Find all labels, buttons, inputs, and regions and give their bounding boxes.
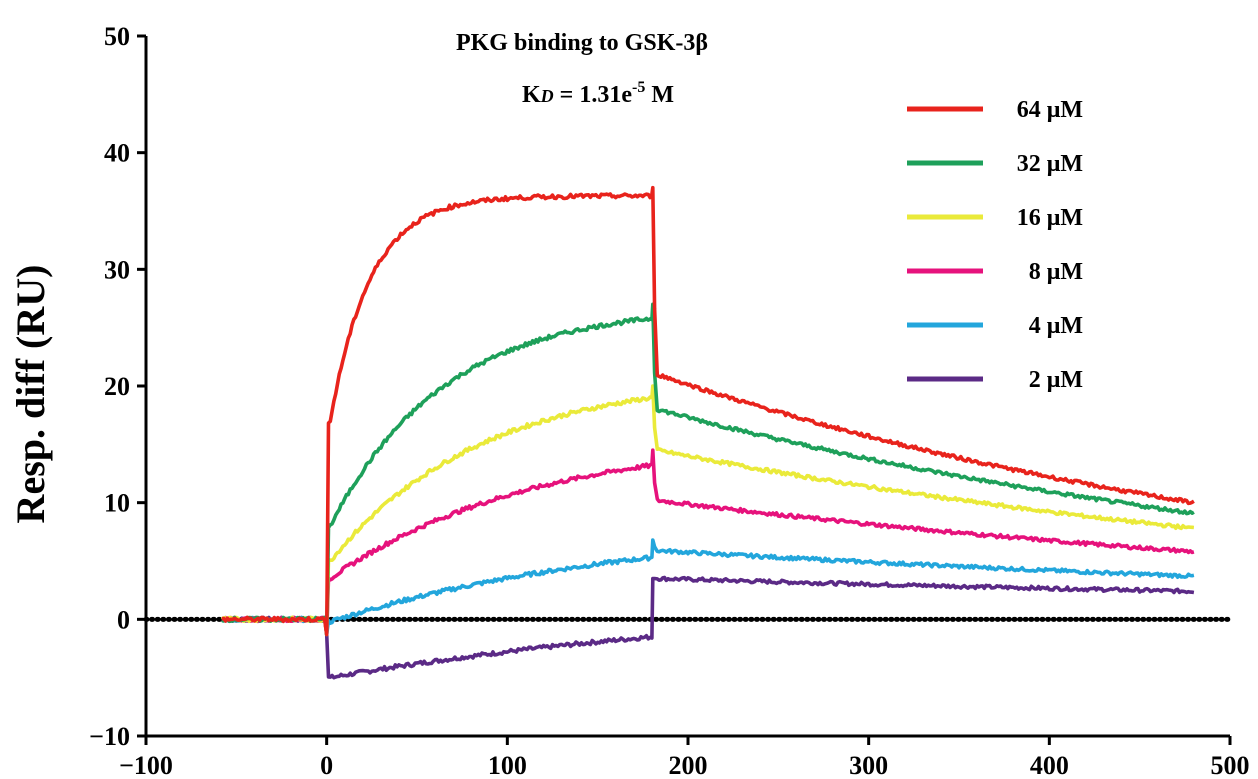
series-line-4-um [221,538,1195,637]
y-axis: −10 0 10 20 30 40 50 [89,22,148,751]
x-tick-label: 200 [669,751,708,779]
y-axis-label: Resp. diff (RU) [8,265,53,524]
y-tick-label: 0 [117,605,130,634]
series-line-64-um [221,185,1195,637]
plot-area [143,185,1233,680]
y-tick-label: 30 [104,255,130,284]
y-tick-label: −10 [89,722,130,751]
legend: 64 μM 32 μM 16 μM 8 μM 4 μM 2 μM [907,97,1083,393]
legend-label-4-um: 4 μM [1029,313,1083,339]
kd-suffix: M [645,82,674,108]
series-line-2-um [221,575,1195,680]
kd-mid: = 1.31e [554,82,633,108]
legend-label-8-um: 8 μM [1029,259,1083,285]
x-tick-label: 500 [1211,751,1250,779]
kd-exponent: -5 [632,79,645,96]
legend-label-2-um: 2 μM [1029,367,1083,393]
legend-label-32-um: 32 μM [1017,151,1083,177]
series-line-8-um [221,448,1195,637]
kd-prefix: K [522,82,541,108]
legend-label-64-um: 64 μM [1017,97,1083,123]
kd-subscript: D [540,86,554,106]
chart-title: PKG binding to GSK-3β [456,30,708,56]
x-axis: −100 0 100 200 300 400 500 [119,734,1250,779]
y-tick-label: 50 [104,22,130,51]
x-tick-label: −100 [119,751,173,779]
legend-label-16-um: 16 μM [1017,205,1083,231]
x-tick-label: 400 [1030,751,1069,779]
y-tick-label: 40 [104,139,130,168]
series-line-16-um [220,384,1195,637]
x-tick-label: 0 [320,751,333,779]
kd-annotation: KD = 1.31e-5 M [522,79,674,108]
x-tick-label: 100 [488,751,527,779]
y-tick-label: 10 [104,489,130,518]
series-line-32-um [221,302,1195,637]
y-tick-label: 20 [104,372,130,401]
x-tick-label: 300 [849,751,888,779]
